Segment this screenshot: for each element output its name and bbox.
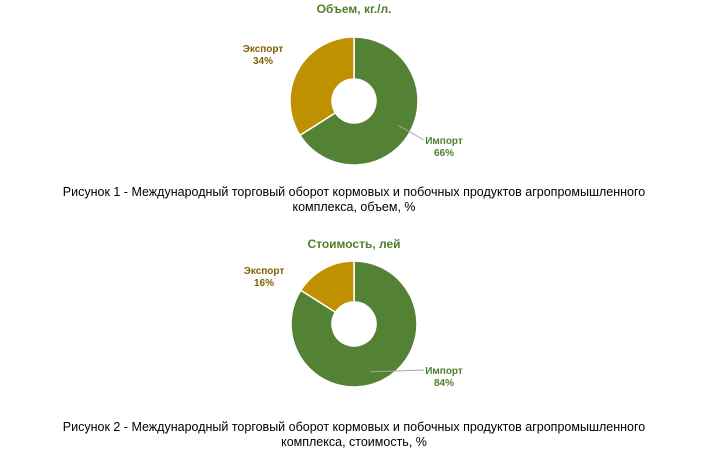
data-label-export-value: 16% xyxy=(254,278,274,289)
data-label-export-value: 34% xyxy=(253,56,273,67)
leader-line xyxy=(370,369,425,373)
figure-caption: Рисунок 1 - Международный торговый оборо… xyxy=(30,185,678,215)
data-label-export-name: Экспорт xyxy=(243,44,284,55)
caption-line-2: комплекса, стоимость, % xyxy=(281,435,427,449)
figure-2: Стоимость, лей Импорт 84% Экспорт 16% Рисун… xyxy=(0,232,708,453)
data-label-import-name: Импорт xyxy=(425,136,463,147)
caption-line-1: Рисунок 2 - Международный торговый оборо… xyxy=(62,420,646,434)
slice-import xyxy=(290,260,418,388)
data-label-import-value: 66% xyxy=(434,148,454,159)
slice-export xyxy=(289,36,355,137)
caption-line-2: комплекса, объем, % xyxy=(292,200,416,214)
data-label-import-name: Импорт xyxy=(425,366,463,377)
slice-import xyxy=(298,36,419,166)
data-label-import-value: 84% xyxy=(434,378,454,389)
chart-title: Объем, кг./л. xyxy=(316,2,392,16)
data-label-export-name: Экспорт xyxy=(244,266,285,277)
figure-1: Объем, кг./л. Импорт 66% Экспорт 34% Рисуно… xyxy=(0,0,708,225)
leader-line xyxy=(398,125,425,141)
caption-line-1: Рисунок 1 - Международный торговый оборо… xyxy=(62,185,646,199)
figure-caption: Рисунок 2 - Международный торговый оборо… xyxy=(30,420,678,450)
chart-title: Стоимость, лей xyxy=(307,237,401,251)
slice-export xyxy=(299,260,355,314)
